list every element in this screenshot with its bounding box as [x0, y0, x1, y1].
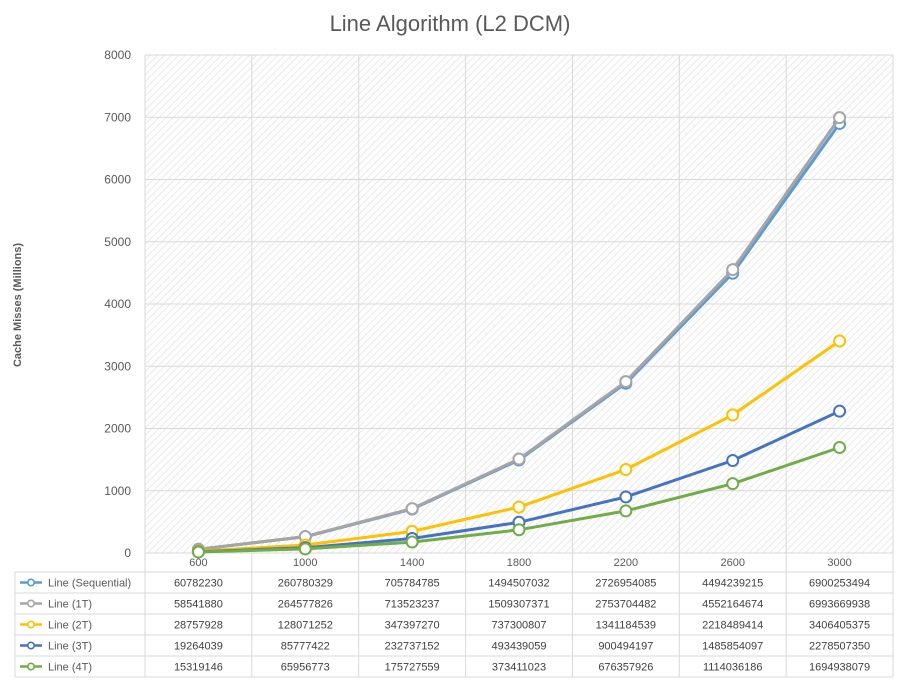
legend-key-marker: [26, 641, 35, 650]
y-tick-label: 4000: [104, 297, 131, 311]
x-tick-label: 1000: [293, 557, 317, 569]
x-tick-label: 2200: [614, 557, 638, 569]
table-cell: 493439059: [491, 641, 546, 653]
data-point: [726, 263, 740, 277]
table-cell: 3406405375: [809, 620, 870, 632]
data-point: [619, 490, 633, 504]
table-cell: 1694938079: [809, 662, 870, 674]
legend-series-name: Line (4T): [48, 662, 92, 674]
data-point: [833, 111, 847, 125]
y-axis-label: Cache Misses (Millions): [12, 243, 24, 367]
table-cell: 260780329: [278, 578, 333, 590]
y-tick-label: 0: [124, 546, 131, 560]
table-cell: 6900253494: [809, 578, 870, 590]
data-point: [833, 440, 847, 454]
table-cell: 1341184539: [596, 620, 656, 632]
table-cell: 1485854097: [702, 641, 763, 653]
data-table: 600 1000 1400 1800 2200 2600 3000 Line (Sequent…: [14, 557, 893, 678]
data-point: [298, 542, 312, 556]
legend-series-name: Line (1T): [48, 599, 92, 611]
legend-key-marker: [26, 599, 35, 608]
table-cell: 232737152: [385, 641, 440, 653]
table-cell: 6993669938: [809, 599, 870, 611]
table-cell: 900494197: [598, 641, 653, 653]
data-point: [512, 523, 526, 537]
table-cell: 4494239215: [702, 578, 763, 590]
table-cell: 676357926: [598, 662, 653, 674]
table-cell: 4552164674: [702, 599, 763, 611]
x-tick-label: 3000: [827, 557, 851, 569]
table-cell: 19264039: [174, 641, 223, 653]
x-tick-label: 2600: [720, 557, 744, 569]
legend-series-name: Line (2T): [48, 620, 92, 632]
x-tick-label: 1800: [507, 557, 531, 569]
table-cell: 737300807: [491, 620, 546, 632]
legend-key-marker: [26, 578, 35, 587]
data-point: [512, 500, 526, 514]
gridlines: [144, 54, 894, 677]
data-point: [833, 334, 847, 348]
data-point: [619, 375, 633, 389]
data-point: [619, 504, 633, 518]
x-tick-label: 600: [189, 557, 207, 569]
table-cell: 15319146: [174, 662, 223, 674]
table-cell: 175727559: [385, 662, 440, 674]
table-cell: 1494507032: [488, 578, 549, 590]
y-tick-label: 8000: [104, 48, 131, 62]
table-cell: 28757928: [174, 620, 223, 632]
table-cell: 705784785: [385, 578, 440, 590]
y-tick-label: 1000: [104, 484, 131, 498]
legend-key-marker: [26, 662, 35, 671]
y-tick-label: 5000: [104, 235, 131, 249]
legend-key-marker: [26, 620, 35, 629]
y-tick-label: 7000: [104, 110, 131, 124]
series-lines: [191, 111, 847, 559]
data-point: [512, 452, 526, 466]
y-axis-ticks: 0 1000 2000 3000 4000 5000 6000 7000 8000: [104, 48, 131, 560]
y-tick-label: 6000: [104, 173, 131, 187]
table-cell: 85777422: [281, 641, 330, 653]
data-point: [405, 502, 419, 516]
table-cell: 2218489414: [702, 620, 763, 632]
legend-series-name: Line (3T): [48, 641, 92, 653]
table-cell: 1114036186: [703, 662, 763, 674]
table-cell: 713523237: [385, 599, 440, 611]
table-cell: 2753704482: [595, 599, 656, 611]
table-cell: 264577826: [278, 599, 333, 611]
x-tick-label: 1400: [400, 557, 424, 569]
data-point: [726, 408, 740, 422]
y-tick-label: 3000: [104, 359, 131, 373]
table-cell: 2726954085: [595, 578, 656, 590]
table-cell: 58541880: [174, 599, 223, 611]
legend-series-name: Line (Sequential): [48, 578, 131, 590]
table-cell: 1509307371: [488, 599, 549, 611]
data-point: [405, 535, 419, 549]
table-cell: 128071252: [278, 620, 333, 632]
table-cell: 60782230: [174, 578, 223, 590]
chart-title: Line Algorithm (L2 DCM): [330, 11, 571, 36]
data-point: [726, 477, 740, 491]
table-cell: 65956773: [281, 662, 330, 674]
data-point: [191, 545, 205, 559]
table-cell: 2278507350: [809, 641, 870, 653]
data-point: [833, 404, 847, 418]
table-cell: 347397270: [385, 620, 440, 632]
y-tick-label: 2000: [104, 422, 131, 436]
table-cell: 373411023: [492, 662, 546, 674]
data-point: [619, 463, 633, 477]
data-point: [726, 454, 740, 468]
